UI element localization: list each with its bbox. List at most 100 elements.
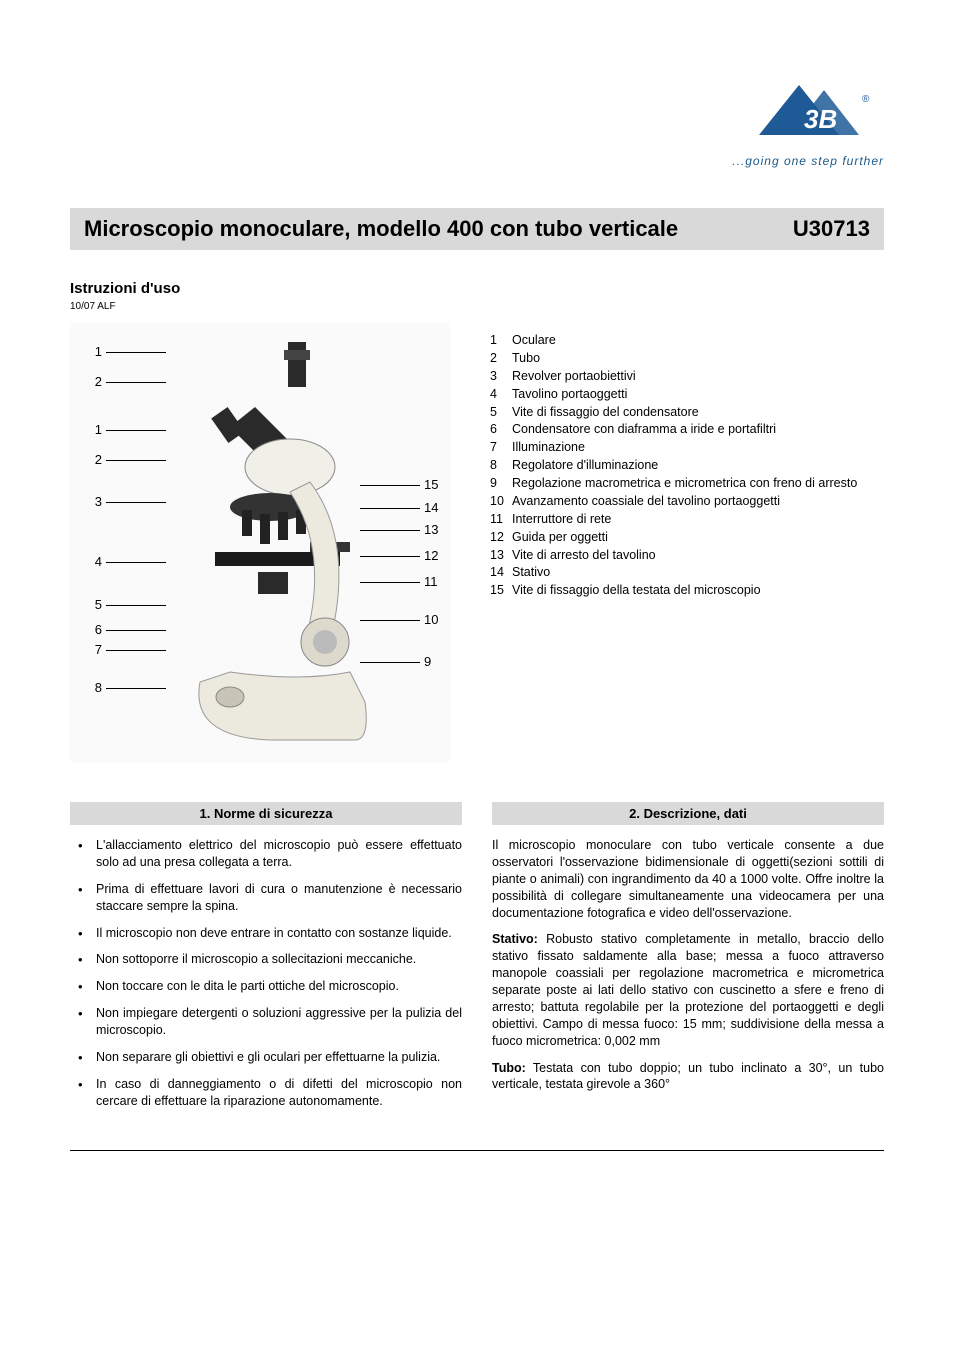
legend-number: 1 — [490, 332, 512, 349]
figure-label-right: 13 — [424, 522, 444, 537]
subtitle: Istruzioni d'uso — [70, 280, 884, 297]
safety-bullet: L'allacciamento elettrico del microscopi… — [70, 837, 462, 871]
figure-leader-line — [360, 556, 420, 557]
legend-text: Revolver portaobiettivi — [512, 368, 884, 385]
run-in-label: Stativo: — [492, 932, 538, 946]
safety-bullet: Prima di effettuare lavori di cura o man… — [70, 881, 462, 915]
figure-leader-line — [106, 382, 166, 383]
figure-label-right: 10 — [424, 612, 444, 627]
microscope-illustration — [160, 342, 370, 742]
logo-area: 3B ® ...going one step further — [70, 80, 884, 168]
legend-row: 6Condensatore con diaframma a iride e po… — [490, 421, 884, 438]
title-bar: Microscopio monoculare, modello 400 con … — [70, 208, 884, 250]
logo-tagline: ...going one step further — [732, 154, 884, 168]
legend-row: 3Revolver portaobiettivi — [490, 368, 884, 385]
section-header-safety: 1. Norme di sicurezza — [70, 802, 462, 825]
figure-label-right: 11 — [424, 574, 444, 589]
figure-label-right: 9 — [424, 654, 444, 669]
figure-leader-line — [106, 650, 166, 651]
figure-label-right: 12 — [424, 548, 444, 563]
figure-leader-line — [106, 460, 166, 461]
legend-number: 11 — [490, 511, 512, 528]
document-title: Microscopio monoculare, modello 400 con … — [84, 216, 678, 242]
legend-text: Avanzamento coassiale del tavolino porta… — [512, 493, 884, 510]
legend-text: Condensatore con diaframma a iride e por… — [512, 421, 884, 438]
legend-number: 10 — [490, 493, 512, 510]
legend-number: 3 — [490, 368, 512, 385]
legend-column: 1Oculare2Tubo3Revolver portaobiettivi4Ta… — [490, 322, 884, 762]
safety-bullet: Non toccare con le dita le parti ottiche… — [70, 978, 462, 995]
legend-row: 9Regolazione macrometrica e micrometrica… — [490, 475, 884, 492]
body-columns: 1. Norme di sicurezza L'allacciamento el… — [70, 802, 884, 1120]
legend-row: 7Illuminazione — [490, 439, 884, 456]
run-in-label: Tubo: — [492, 1061, 526, 1075]
safety-bullet-list: L'allacciamento elettrico del microscopi… — [70, 837, 462, 1110]
figure-leader-line — [106, 352, 166, 353]
figure-leader-line — [106, 688, 166, 689]
legend-row: 5Vite di fissaggio del condensatore — [490, 404, 884, 421]
legend-row: 14Stativo — [490, 564, 884, 581]
legend-row: 15Vite di fissaggio della testata del mi… — [490, 582, 884, 599]
figure-leader-line — [360, 662, 420, 663]
logo: 3B ® ...going one step further — [732, 80, 884, 168]
figure-box: 1212345678 1514131211109 — [70, 322, 450, 762]
legend-text: Guida per oggetti — [512, 529, 884, 546]
figure-leader-line — [106, 605, 166, 606]
figure-leader-line — [360, 582, 420, 583]
figure-leader-line — [360, 530, 420, 531]
col-description: 2. Descrizione, dati Il microscopio mono… — [492, 802, 884, 1120]
legend-text: Vite di fissaggio del condensatore — [512, 404, 884, 421]
legend-number: 6 — [490, 421, 512, 438]
figure-label-right: 15 — [424, 477, 444, 492]
legend-number: 12 — [490, 529, 512, 546]
legend-number: 9 — [490, 475, 512, 492]
svg-text:3B: 3B — [804, 104, 837, 134]
figure-label-left: 2 — [88, 374, 102, 389]
legend-number: 8 — [490, 457, 512, 474]
doc-reference: 10/07 ALF — [70, 301, 884, 312]
legend-text: Stativo — [512, 564, 884, 581]
product-code: U30713 — [793, 216, 870, 242]
section-header-description: 2. Descrizione, dati — [492, 802, 884, 825]
figure-leader-line — [360, 485, 420, 486]
legend-number: 15 — [490, 582, 512, 599]
figure-label-left: 3 — [88, 494, 102, 509]
safety-bullet: In caso di danneggiamento o di difetti d… — [70, 1076, 462, 1110]
figure-leader-line — [360, 508, 420, 509]
figure-label-left: 4 — [88, 554, 102, 569]
legend-row: 4Tavolino portaoggetti — [490, 386, 884, 403]
safety-bullet: Il microscopio non deve entrare in conta… — [70, 925, 462, 942]
legend-number: 4 — [490, 386, 512, 403]
figure-leader-line — [106, 630, 166, 631]
figure-label-right: 14 — [424, 500, 444, 515]
figure-label-left: 1 — [88, 344, 102, 359]
figure-label-left: 5 — [88, 597, 102, 612]
legend-text: Regolazione macrometrica e micrometrica … — [512, 475, 884, 492]
legend-text: Vite di fissaggio della testata del micr… — [512, 582, 884, 599]
figure-label-left: 7 — [88, 642, 102, 657]
figure-leader-line — [106, 430, 166, 431]
figure-leader-line — [360, 620, 420, 621]
figure-row: 1212345678 1514131211109 1Oculare2Tubo3R… — [70, 322, 884, 762]
legend-number: 14 — [490, 564, 512, 581]
legend-row: 13Vite di arresto del tavolino — [490, 547, 884, 564]
logo-svg: 3B ® — [744, 80, 884, 150]
page: 3B ® ...going one step further Microscop… — [0, 0, 954, 1191]
figure-label-left: 6 — [88, 622, 102, 637]
legend-text: Vite di arresto del tavolino — [512, 547, 884, 564]
safety-bullet: Non separare gli obiettivi e gli oculari… — [70, 1049, 462, 1066]
figure-label-left: 2 — [88, 452, 102, 467]
figure-label-left: 1 — [88, 422, 102, 437]
legend-text: Tavolino portaoggetti — [512, 386, 884, 403]
legend-text: Tubo — [512, 350, 884, 367]
legend-row: 1Oculare — [490, 332, 884, 349]
figure-label-left: 8 — [88, 680, 102, 695]
safety-bullet: Non sottoporre il microscopio a sollecit… — [70, 951, 462, 968]
svg-text:®: ® — [862, 94, 870, 105]
legend-text: Interruttore di rete — [512, 511, 884, 528]
legend-number: 5 — [490, 404, 512, 421]
legend-row: 11Interruttore di rete — [490, 511, 884, 528]
legend-number: 2 — [490, 350, 512, 367]
legend-row: 12Guida per oggetti — [490, 529, 884, 546]
legend-row: 8Regolatore d'illuminazione — [490, 457, 884, 474]
